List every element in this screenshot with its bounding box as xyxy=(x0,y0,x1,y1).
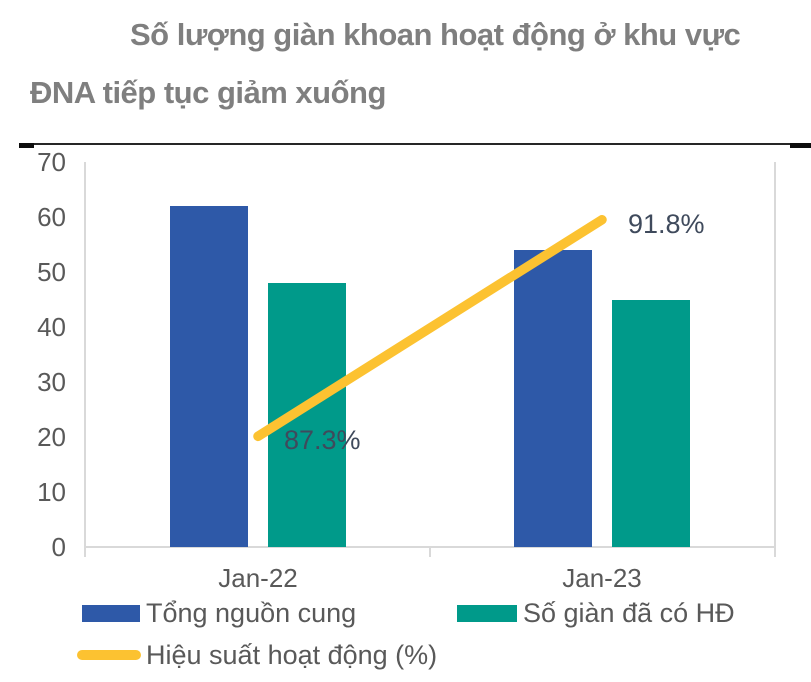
y-axis-tick-label: 20 xyxy=(37,422,66,452)
legend-swatch-total-supply xyxy=(82,605,140,622)
y-axis-tick-label: 0 xyxy=(51,532,66,562)
y-axis-tick-label: 60 xyxy=(37,202,66,232)
y-axis-tick-label: 40 xyxy=(37,312,66,342)
y-axis-tick-label: 50 xyxy=(37,257,66,287)
y-axis-tick-label: 70 xyxy=(37,147,66,177)
line-data-label-jan22: 87.3% xyxy=(284,425,361,456)
y-axis-tick-label: 10 xyxy=(37,477,66,507)
legend-label-contracted-rigs: Số giàn đã có HĐ xyxy=(523,598,735,628)
y-axis-line xyxy=(84,162,86,557)
bar-series0-Jan-23 xyxy=(514,250,592,547)
bar-series0-Jan-22 xyxy=(170,206,248,547)
separator-right-cap xyxy=(790,143,811,148)
separator-left-cap xyxy=(19,143,34,148)
secondary-y-axis-line xyxy=(774,162,776,557)
bar-series1-Jan-23 xyxy=(612,299,690,547)
bar-series1-Jan-22 xyxy=(268,283,346,547)
legend-label-utilization-line: Hiệu suất hoạt động (%) xyxy=(146,640,438,670)
legend-swatch-contracted-rigs xyxy=(457,605,517,622)
x-axis-line xyxy=(84,546,776,548)
title-separator xyxy=(19,143,811,148)
x-axis-label-jan23: Jan-23 xyxy=(562,563,642,593)
y-axis-tick-label: 30 xyxy=(37,367,66,397)
x-axis-label-jan22: Jan-22 xyxy=(218,563,298,593)
legend-label-total-supply: Tổng nguồn cung xyxy=(146,598,357,628)
line-data-label-jan23: 91.8% xyxy=(628,208,705,239)
chart-title: Số lượng giàn khoan hoạt động ở khu vực … xyxy=(30,17,741,110)
legend-swatch-utilization-line xyxy=(77,650,141,660)
x-axis-mid-tick xyxy=(429,548,431,557)
